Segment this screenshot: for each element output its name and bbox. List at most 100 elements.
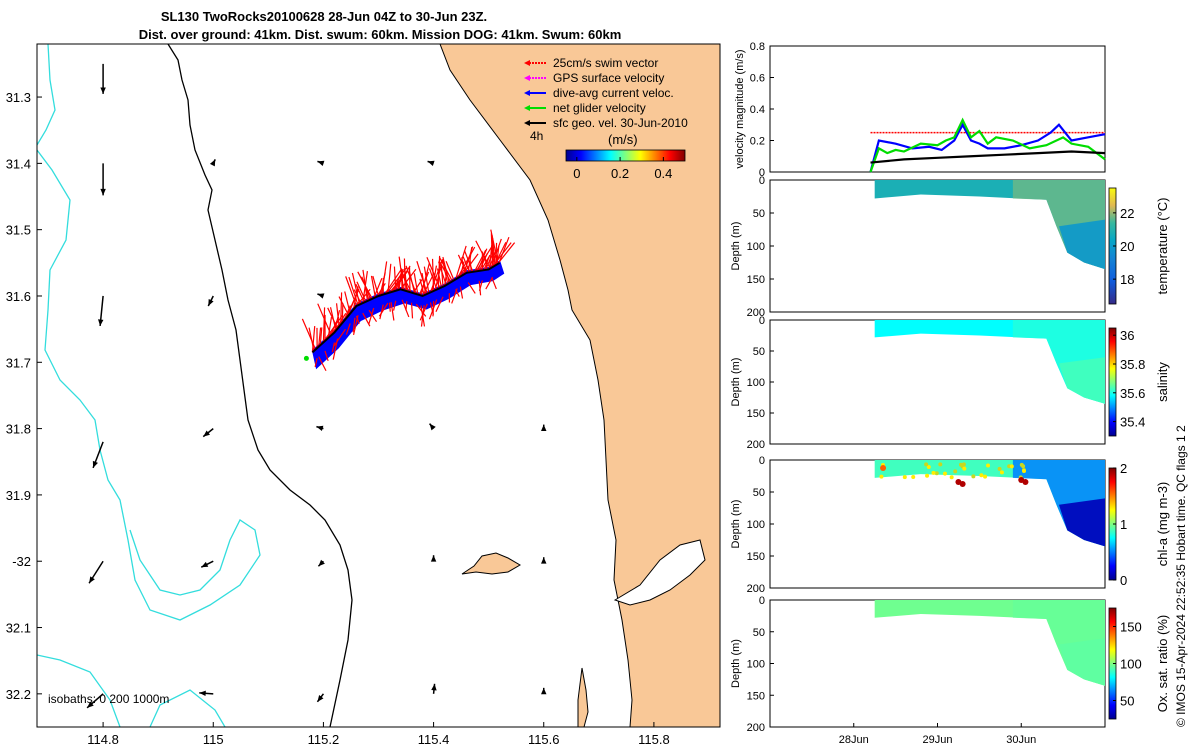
chla-colorbar-tick-label: 2 xyxy=(1120,461,1127,476)
geo-vector-head xyxy=(100,87,106,94)
map-panel: 114.8 115 115.2 115.4 115.6 115.8 31.331.431.… xyxy=(6,43,721,747)
velocity-y-tick-label: 0 xyxy=(759,167,765,179)
map-y-tick-label: 31.6 xyxy=(6,289,31,304)
land-mass xyxy=(439,44,720,727)
legend-arrowhead xyxy=(524,60,530,66)
chla-speckle xyxy=(999,470,1004,475)
swim-vector xyxy=(405,265,417,295)
swim-vector xyxy=(345,323,351,335)
swim-vector xyxy=(331,342,336,353)
chla-speckle xyxy=(1022,468,1027,473)
swim-vector xyxy=(435,296,444,313)
swim-vector xyxy=(463,250,474,273)
salinity-colorbar xyxy=(1108,327,1117,437)
geo-vector-field xyxy=(86,63,547,709)
map-y-tick-label: 31.9 xyxy=(6,488,31,503)
swim-vector xyxy=(490,229,499,264)
swim-vector xyxy=(428,299,438,320)
swim-vector xyxy=(327,307,339,329)
swim-vector xyxy=(467,282,476,294)
legend-label: GPS surface velocity xyxy=(553,71,664,85)
chla-speckle xyxy=(953,469,958,474)
credit-text: © IMOS 15-Apr-2024 22:52:35 Hobart time.… xyxy=(1174,425,1188,727)
geo-vector-head xyxy=(317,695,324,702)
chla-speckle xyxy=(1019,462,1024,467)
oxygen-y-tick-label: 100 xyxy=(747,659,765,671)
salinity-y-tick-label: 100 xyxy=(747,377,765,389)
swim-vector xyxy=(419,303,428,321)
geo-vector-head xyxy=(98,319,104,326)
chla-speckle xyxy=(1009,464,1014,469)
swim-vector xyxy=(428,268,438,290)
swim-vector xyxy=(423,266,430,294)
swim-vector xyxy=(357,271,373,300)
oxygen-colorbar-tick-label: 100 xyxy=(1120,657,1142,672)
swim-vector xyxy=(378,302,389,317)
geo-vector-head xyxy=(318,559,325,567)
swim-vector xyxy=(317,303,332,336)
salinity-y-tick-label: 150 xyxy=(747,408,765,420)
legend-label: net glider velocity xyxy=(553,101,646,115)
geo-vector-head xyxy=(100,188,106,196)
geo-vector-head xyxy=(317,293,325,299)
swim-vector xyxy=(445,260,455,281)
island-rottnest xyxy=(461,552,521,575)
map-y-tick-label: 31.8 xyxy=(6,422,31,437)
geo-vector-head xyxy=(92,460,98,468)
swim-vector xyxy=(438,256,453,282)
chla-speckle xyxy=(911,475,916,480)
swim-vector xyxy=(381,261,388,296)
temperature-colorbar-tick-label: 22 xyxy=(1120,206,1134,221)
temperature-y-tick-label: 100 xyxy=(747,241,765,253)
swim-vector xyxy=(398,256,405,291)
chla-y-tick-label: 150 xyxy=(747,551,765,563)
swim-vector xyxy=(355,283,365,303)
temperature-colorbar-tick-label: 18 xyxy=(1120,272,1134,287)
chla-speckle xyxy=(931,470,936,475)
swim-vector xyxy=(344,291,351,314)
swim-vector xyxy=(405,301,408,311)
chla-y-tick-label: 50 xyxy=(753,487,765,499)
chla-y-tick-label: 100 xyxy=(747,519,765,531)
temperature-colorbar-label: temperature (°C) xyxy=(1155,198,1170,295)
chla-speckle xyxy=(925,473,930,478)
velocity-y-tick-label: 0.6 xyxy=(750,73,765,85)
velocity-series-sfc-geo xyxy=(870,150,1106,164)
swim-vector xyxy=(356,281,367,302)
map-x-tick-label: 115.6 xyxy=(528,732,560,747)
swim-vector xyxy=(333,328,346,347)
swim-vector xyxy=(345,276,358,307)
swim-vector xyxy=(318,327,322,347)
swim-vector xyxy=(364,286,370,301)
velocity-colorbar xyxy=(565,149,686,162)
salinity-y-tick-label: 50 xyxy=(753,346,765,358)
map-y-tick-label: 31.5 xyxy=(6,223,31,238)
swim-vector xyxy=(301,318,317,350)
swim-vector xyxy=(440,265,444,287)
chla-speckle xyxy=(971,474,976,479)
isobath-200m xyxy=(167,44,353,727)
swim-vector xyxy=(348,276,359,306)
swim-vector xyxy=(370,275,376,298)
geo-vector-head xyxy=(89,576,95,584)
swim-vector xyxy=(368,309,378,322)
geo-vector-head xyxy=(201,561,209,568)
salinity-colorbar-tick-label: 36 xyxy=(1120,328,1134,343)
chla-speckle xyxy=(958,462,963,467)
oxygen-y-axis-label: Depth (m) xyxy=(730,639,742,688)
swim-vector xyxy=(438,261,447,286)
swim-vector xyxy=(352,317,356,333)
swim-vector xyxy=(475,240,491,269)
map-x-tick-label: 115.2 xyxy=(308,732,340,747)
swim-vector xyxy=(410,302,414,319)
swim-vector xyxy=(392,300,397,311)
map-x-tick-label: 115.8 xyxy=(638,732,670,747)
oxygen-y-tick-label: 200 xyxy=(747,722,765,734)
legend-label: 25cm/s swim vector xyxy=(553,56,658,70)
salinity-y-axis-label: Depth (m) xyxy=(730,358,742,407)
chla-speckle xyxy=(924,462,929,467)
legend-arrowhead xyxy=(524,105,530,111)
swim-vector xyxy=(426,256,441,289)
swim-vector xyxy=(319,327,323,346)
